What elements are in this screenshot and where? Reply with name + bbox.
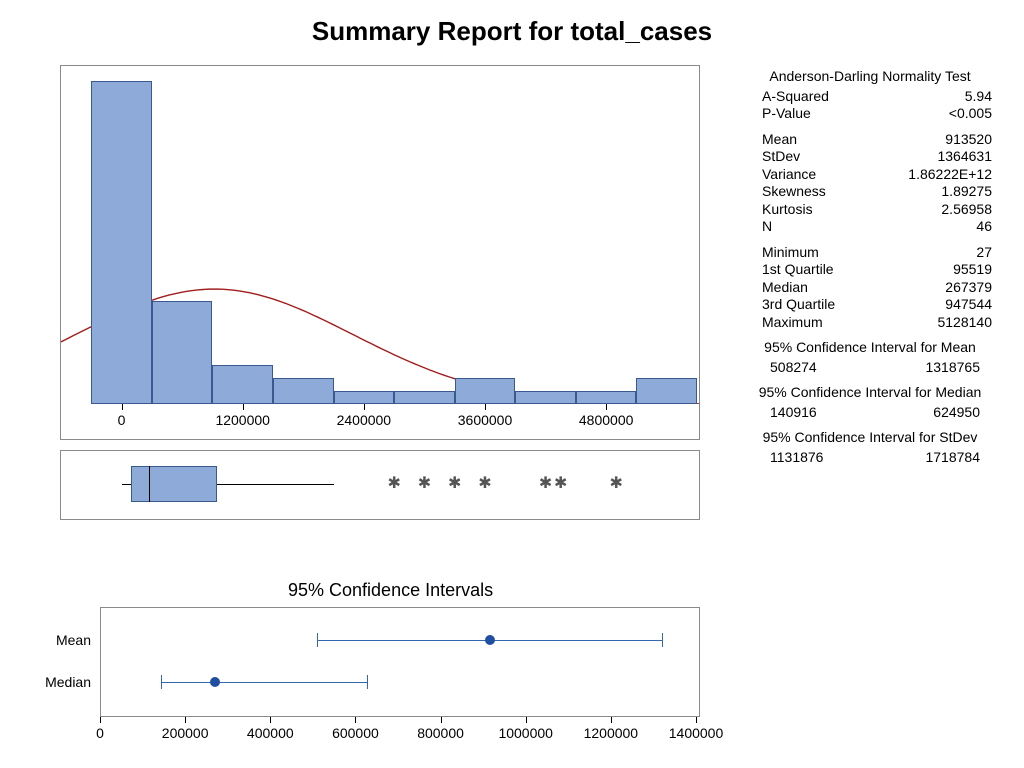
axis-tick-label: 600000 xyxy=(332,725,379,741)
boxplot-outlier: ✱ xyxy=(418,476,431,492)
boxplot-outlier: ✱ xyxy=(610,476,623,492)
stats-ci-pair: 11318761718784 xyxy=(730,449,1010,467)
boxplot-box xyxy=(131,466,217,502)
stats-row: Median267379 xyxy=(730,279,1010,297)
ci-row-label: Mean xyxy=(31,632,91,648)
page-title: Summary Report for total_cases xyxy=(0,16,1024,47)
ci-point xyxy=(485,635,495,645)
axis-tick-label: 3600000 xyxy=(458,412,513,428)
stats-header: Anderson-Darling Normality Test xyxy=(730,68,1010,86)
summary-report: Summary Report for total_cases 0 1200000 2… xyxy=(0,0,1024,768)
axis-tick-label: 1000000 xyxy=(498,725,553,741)
histogram-plot-area xyxy=(61,66,699,404)
boxplot-panel: ✱✱✱✱✱✱✱ xyxy=(60,450,700,520)
stats-row: N46 xyxy=(730,218,1010,236)
axis-tick-label: 0 xyxy=(96,725,104,741)
boxplot-outlier: ✱ xyxy=(448,476,461,492)
axis-tick-label: 200000 xyxy=(162,725,209,741)
histogram-x-axis: 0 1200000 2400000 3600000 4800000 xyxy=(61,404,699,439)
histogram-bar xyxy=(515,391,576,404)
boxplot-outlier: ✱ xyxy=(554,476,567,492)
axis-tick-label: 400000 xyxy=(247,725,294,741)
stats-row: Skewness1.89275 xyxy=(730,183,1010,201)
stats-row: P-Value<0.005 xyxy=(730,105,1010,123)
axis-tick-label: 4800000 xyxy=(579,412,634,428)
stats-row: Maximum5128140 xyxy=(730,314,1010,332)
histogram-bar xyxy=(273,378,334,404)
stats-ci-pair: 140916624950 xyxy=(730,404,1010,422)
ci-panel: MeanMedian xyxy=(100,607,700,717)
stats-row: 1st Quartile95519 xyxy=(730,261,1010,279)
stats-row: Minimum27 xyxy=(730,244,1010,262)
histogram-bar xyxy=(334,391,395,404)
axis-tick-label: 1200000 xyxy=(215,412,270,428)
histogram-bar xyxy=(576,391,637,404)
axis-tick-label: 0 xyxy=(118,412,126,428)
histogram-bar xyxy=(394,391,455,404)
axis-tick-label: 1200000 xyxy=(584,725,639,741)
histogram-bar xyxy=(636,378,697,404)
ci-point xyxy=(210,677,220,687)
stats-row: Variance1.86222E+12 xyxy=(730,166,1010,184)
histogram-panel: 0 1200000 2400000 3600000 4800000 xyxy=(60,65,700,440)
stats-header: 95% Confidence Interval for Mean xyxy=(730,339,1010,357)
stats-row: StDev1364631 xyxy=(730,148,1010,166)
ci-x-axis: 0200000400000600000800000100000012000001… xyxy=(100,717,700,747)
ci-row-label: Median xyxy=(31,674,91,690)
ci-title: 95% Confidence Intervals xyxy=(288,580,493,601)
histogram-bar xyxy=(455,378,516,404)
stats-row: 3rd Quartile947544 xyxy=(730,296,1010,314)
axis-tick-label: 800000 xyxy=(417,725,464,741)
axis-tick-label: 1400000 xyxy=(669,725,724,741)
histogram-bar xyxy=(91,81,152,404)
stats-row: A-Squared5.94 xyxy=(730,88,1010,106)
axis-tick-label: 2400000 xyxy=(337,412,392,428)
stats-ci-pair: 5082741318765 xyxy=(730,359,1010,377)
boxplot-outlier: ✱ xyxy=(387,476,400,492)
stats-header: 95% Confidence Interval for Median xyxy=(730,384,1010,402)
histogram-bar xyxy=(152,301,213,404)
boxplot-outlier: ✱ xyxy=(478,476,491,492)
stats-row: Mean913520 xyxy=(730,131,1010,149)
stats-panel: Anderson-Darling Normality Test A-Squared… xyxy=(730,62,1010,474)
stats-header: 95% Confidence Interval for StDev xyxy=(730,429,1010,447)
stats-row: Kurtosis2.56958 xyxy=(730,201,1010,219)
histogram-bar xyxy=(212,365,273,404)
boxplot-outlier: ✱ xyxy=(539,476,552,492)
